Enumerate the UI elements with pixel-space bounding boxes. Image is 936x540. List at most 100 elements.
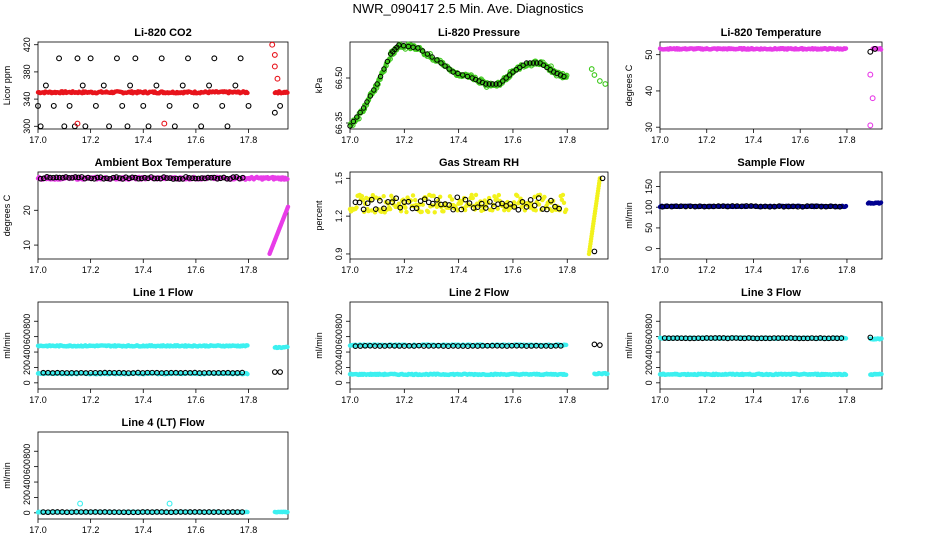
- data-point: [466, 200, 473, 206]
- data-point: [171, 123, 178, 130]
- data-point: [523, 204, 530, 210]
- y-tick-label: 340: [22, 92, 32, 107]
- data-point: [561, 73, 567, 80]
- y-tick-label: 420: [22, 37, 32, 52]
- chart-title: Li-820 Pressure: [438, 27, 520, 39]
- data-point: [100, 82, 107, 89]
- data-point: [523, 60, 530, 66]
- data-point: [446, 66, 452, 72]
- y-tick-label: 800: [334, 314, 344, 329]
- series-line1-cyan: [35, 343, 290, 377]
- x-tick-label: 17.4: [745, 395, 763, 405]
- data-point: [94, 174, 101, 181]
- y-tick-label: 100: [644, 200, 654, 215]
- data-point: [119, 102, 126, 109]
- y-tick-label: 0: [22, 510, 32, 515]
- data-point: [42, 82, 49, 89]
- data-point: [110, 174, 117, 181]
- data-point: [116, 175, 123, 181]
- data-point: [366, 208, 371, 214]
- y-axis-label: kPa: [314, 78, 324, 94]
- data-point: [145, 175, 151, 182]
- series-temp-outliers: [867, 71, 876, 129]
- data-point: [148, 174, 155, 180]
- data-point: [867, 334, 874, 341]
- x-tick-label: 17.4: [450, 395, 468, 405]
- data-point: [557, 342, 564, 349]
- data-point: [410, 193, 416, 198]
- chart-title: Line 3 Flow: [741, 287, 801, 299]
- y-axis-label: ml/min: [2, 332, 12, 359]
- data-point: [533, 208, 538, 213]
- data-point: [189, 175, 196, 182]
- data-point: [867, 122, 874, 129]
- data-point: [867, 48, 874, 55]
- data-point: [245, 371, 250, 377]
- x-tick-label: 17.2: [396, 265, 414, 275]
- x-tick-label: 17.4: [134, 395, 152, 405]
- series-line3-cyan: [657, 335, 884, 378]
- data-point: [458, 206, 465, 213]
- data-point: [415, 45, 421, 51]
- data-point: [560, 192, 566, 198]
- data-point: [126, 175, 132, 182]
- data-point: [878, 47, 884, 52]
- data-point: [74, 120, 81, 127]
- data-point: [69, 174, 76, 181]
- data-point: [515, 206, 522, 213]
- data-point: [597, 342, 603, 348]
- data-point: [285, 509, 290, 515]
- data-point: [527, 197, 534, 203]
- chart-panel-line1: Line 1 Flow ml/min 17.0 17.2 17.4 17.6 17.8 0 20…: [2, 287, 290, 405]
- data-point: [397, 204, 404, 211]
- x-tick-label: 17.2: [698, 265, 716, 275]
- data-point: [211, 55, 218, 62]
- x-tick-label: 17.4: [450, 135, 468, 145]
- data-point: [198, 123, 205, 130]
- data-point: [129, 174, 136, 181]
- data-point: [879, 371, 884, 377]
- x-tick-label: 17.6: [187, 265, 205, 275]
- y-tick-label: 400: [22, 475, 32, 490]
- data-point: [153, 82, 160, 89]
- data-point: [367, 93, 374, 99]
- data-point: [79, 82, 86, 89]
- data-point: [224, 123, 231, 130]
- data-point: [455, 70, 461, 77]
- data-point: [460, 72, 466, 78]
- data-point: [442, 63, 448, 69]
- y-tick-label: 0: [644, 380, 654, 385]
- data-point: [245, 90, 250, 96]
- y-axis-label: degrees C: [624, 64, 634, 106]
- data-point: [59, 174, 66, 181]
- data-point: [605, 371, 610, 377]
- data-point: [92, 102, 99, 109]
- x-tick-label: 17.4: [745, 135, 763, 145]
- data-point: [185, 55, 191, 62]
- data-point: [872, 45, 878, 52]
- data-point: [217, 175, 224, 182]
- data-point: [66, 102, 73, 109]
- plot-frame: [659, 41, 883, 130]
- data-point: [602, 81, 609, 87]
- series-temp: [657, 45, 884, 52]
- y-tick-label: 380: [22, 64, 32, 79]
- data-point: [591, 72, 598, 78]
- x-tick-label: 17.2: [82, 525, 100, 535]
- data-point: [123, 174, 129, 181]
- data-point: [239, 369, 246, 376]
- data-point: [531, 202, 538, 209]
- data-point: [441, 209, 446, 214]
- y-tick-label: 1.2: [334, 210, 344, 223]
- data-point: [44, 174, 50, 180]
- data-point: [368, 196, 375, 203]
- chart-panel-rh: Gas Stream RH percent 17.0 17.2 17.4 17.6 17.8…: [314, 157, 609, 275]
- data-point: [135, 175, 142, 182]
- y-tick-label: 0.9: [334, 248, 344, 261]
- y-tick-label: 400: [334, 345, 344, 360]
- data-point: [424, 51, 431, 57]
- data-point: [489, 81, 496, 87]
- y-tick-label: 50: [644, 50, 654, 60]
- data-point: [437, 194, 443, 200]
- chart-title: Line 4 (LT) Flow: [122, 417, 205, 429]
